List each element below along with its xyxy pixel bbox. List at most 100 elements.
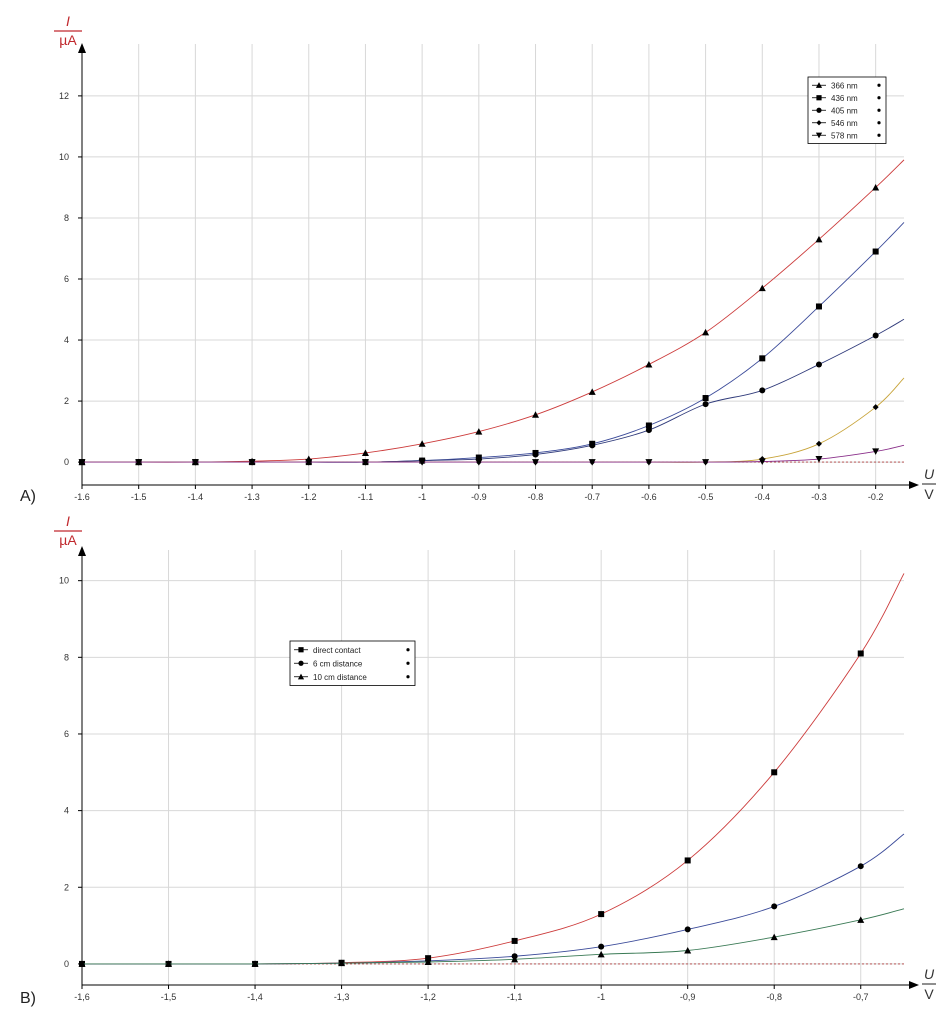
- x-tick-label: -0,5: [698, 492, 714, 500]
- data-point: [815, 456, 823, 463]
- data-point: [702, 395, 709, 402]
- axis-labels: IµA UV: [54, 513, 936, 1002]
- legend-label: direct contact: [313, 646, 361, 655]
- series-line: [81, 222, 905, 463]
- y-label-unit: µA: [59, 32, 77, 48]
- legend-label: 578 nm: [831, 131, 858, 140]
- x-tick-label: -0,8: [766, 992, 782, 1002]
- axis-labels: IµA UV: [54, 13, 936, 500]
- data-point: [305, 459, 313, 466]
- series-line: [81, 159, 905, 463]
- y-tick-label: 12: [59, 91, 69, 101]
- series-group: [78, 159, 905, 466]
- legend-label: 436 nm: [831, 94, 858, 103]
- legend-dot: [406, 648, 410, 652]
- legend-box: [289, 640, 416, 686]
- series-line: [81, 444, 905, 463]
- data-point: [165, 960, 173, 967]
- x-tick-label: -0,2: [868, 492, 884, 500]
- x-label-quantity: U: [924, 966, 935, 982]
- data-point: [857, 916, 865, 923]
- x-axis-arrow: [909, 981, 919, 989]
- data-point: [475, 459, 483, 466]
- legend-marker: [298, 660, 304, 666]
- data-point: [815, 235, 823, 243]
- data-point: [872, 332, 879, 339]
- x-tick-label: -1,4: [188, 492, 204, 500]
- legend-label: 366 nm: [831, 81, 858, 90]
- data-point: [758, 458, 766, 466]
- data-point: [598, 911, 605, 918]
- legend: 366 nm 436 nm 405 nm 546 nm 578 nm: [807, 76, 887, 144]
- data-point: [702, 459, 710, 466]
- y-tick-label: 10: [59, 576, 69, 586]
- legend: direct contact 6 cm distance 10 cm distanc…: [289, 640, 416, 686]
- data-point: [361, 459, 369, 466]
- x-label-unit: V: [924, 986, 934, 1002]
- panel-label-a: A): [20, 488, 36, 505]
- legend-marker: [815, 82, 823, 88]
- legend-dot: [406, 675, 410, 679]
- data-point: [511, 937, 518, 944]
- y-label-quantity: I: [66, 513, 70, 529]
- panel-label-b: B): [20, 990, 36, 1007]
- data-point: [771, 769, 778, 776]
- y-tick-label: 8: [64, 213, 69, 223]
- x-tick-label: -0,6: [641, 492, 657, 500]
- x-tick-label: -1,1: [358, 492, 374, 500]
- x-tick-label: -0,8: [528, 492, 544, 500]
- y-tick-label: 2: [64, 396, 69, 406]
- x-tick-label: -0,3: [811, 492, 827, 500]
- data-point: [684, 947, 692, 954]
- data-point: [135, 459, 143, 466]
- data-point: [684, 857, 691, 864]
- x-tick-label: -0,7: [584, 492, 600, 500]
- x-tick-label: -0,9: [471, 492, 487, 500]
- legend-dot: [877, 96, 881, 100]
- data-point: [645, 459, 653, 466]
- x-label-unit: V: [924, 486, 934, 500]
- data-point: [770, 933, 778, 941]
- data-point: [588, 388, 596, 395]
- x-axis-arrow: [909, 481, 919, 489]
- data-point: [248, 459, 256, 466]
- x-tick-label: -1,2: [301, 492, 317, 500]
- y-tick-label: 0: [64, 959, 69, 969]
- chart-a: -1,6 -1,5 -1,4 -1,3 -1,2 -1,1 -1 -0,9 -0,8 -0,7 -0…: [54, 13, 936, 500]
- x-label-quantity: U: [924, 466, 935, 482]
- legend-label: 405 nm: [831, 106, 858, 115]
- data-point: [702, 328, 710, 336]
- legend-dot: [877, 83, 881, 87]
- data-point: [645, 360, 653, 368]
- y-tick-label: 0: [64, 457, 69, 467]
- data-point: [532, 459, 540, 466]
- y-tick-label: 6: [64, 729, 69, 739]
- y-axis-arrow: [78, 43, 86, 53]
- legend-dot: [877, 108, 881, 112]
- data-point: [759, 387, 766, 394]
- legend-marker: [298, 647, 304, 653]
- data-point: [511, 955, 519, 963]
- data-point: [645, 427, 652, 434]
- x-tick-label: -1,5: [131, 492, 147, 500]
- data-point: [191, 459, 199, 466]
- data-point: [418, 459, 426, 466]
- x-tick-label: -1,4: [247, 992, 263, 1002]
- series-line: [82, 573, 905, 965]
- grid: [81, 44, 904, 485]
- series-line: [81, 318, 905, 463]
- data-point: [78, 960, 86, 967]
- y-tick-label: 6: [64, 274, 69, 284]
- x-tick-label: -0,4: [755, 492, 771, 500]
- legend-marker: [816, 107, 822, 113]
- x-tick-label: -0,9: [680, 992, 696, 1002]
- data-point: [872, 183, 880, 191]
- data-point: [589, 442, 596, 449]
- y-tick-label: 4: [64, 335, 69, 345]
- data-point: [815, 303, 822, 310]
- data-point: [251, 960, 259, 967]
- data-point: [771, 903, 778, 910]
- data-point: [872, 248, 879, 255]
- data-point: [758, 284, 766, 292]
